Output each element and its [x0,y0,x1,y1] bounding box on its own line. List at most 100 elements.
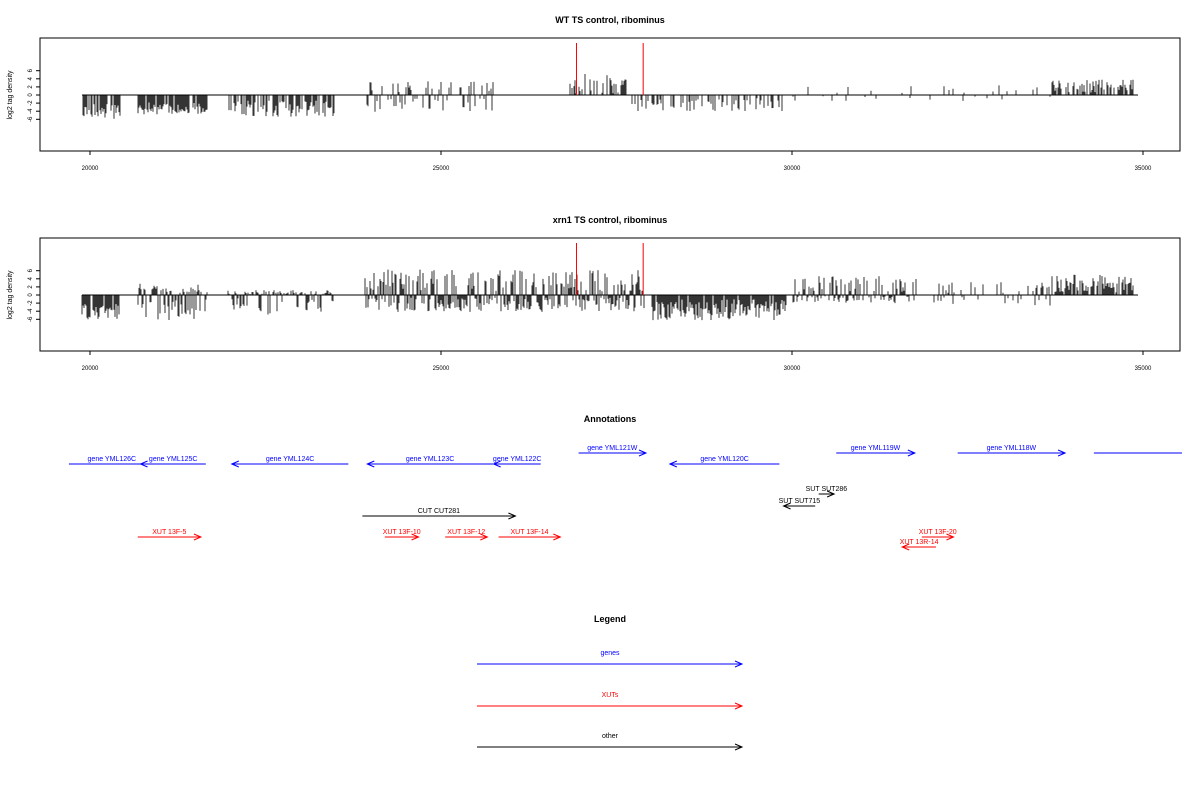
panel-xrn1-ytick-label: 0 [28,293,34,297]
annotation-items: gene YML126C gene YML125C gene YML124C gene… [68,445,1182,551]
legend-entry: XUTs [477,692,744,710]
panel-wt-bars [82,43,1138,119]
panel-wt-xtick-label: 25000 [433,166,450,172]
panel-xrn1-xtick-label: 35000 [1135,366,1152,372]
annotation-label: gene YML121W [587,445,637,452]
annotation-feature: gene YML120C [668,456,780,468]
arrowhead-right [480,533,489,541]
annotation-feature: XUT 13F-10 [383,529,421,541]
annotation-feature: SUT SUT715 [779,498,821,510]
arrowhead-right [734,660,744,668]
annotation-feature: gene YML122C [492,456,542,468]
panel-xrn1-xtick-label: 30000 [784,366,801,372]
arrowhead-left [900,543,910,551]
panel-wt-xtick-label: 30000 [784,166,801,172]
legend-items: genes XUTs other [477,650,744,751]
panel-xrn1-axes: -6 -4 -2 0 2 4 6 20000 25000 30000 35000 [28,268,1152,372]
arrowhead-right [638,449,648,457]
arrowhead-right [411,533,420,541]
annotation-label: gene YML124C [266,456,315,463]
annotation-label: XUT 13R-14 [900,539,939,546]
annotation-feature: XUT 13F-20 [919,529,957,541]
annotation-feature: gene YML119W [836,445,917,457]
legend-label: other [602,733,619,740]
arrowhead-right [1057,449,1067,457]
panel-wt-xtick-label: 35000 [1135,166,1152,172]
annotation-feature: gene YML123C [366,456,493,468]
panel-xrn1-ytick-label: -2 [28,300,34,306]
arrowhead-right [508,512,517,520]
panel-xrn1-ytick-label: 6 [28,268,34,272]
panel-wt-ytick-label: -2 [28,100,34,106]
annotation-label: XUT 13F-5 [152,529,186,536]
annotation-label: gene YML119W [851,445,901,452]
panel-xrn1-title: xrn1 TS control, ribominus [553,215,668,225]
annotation-feature: gene YML121W [578,445,648,457]
arrowhead-left [139,460,148,468]
annotation-feature: SUT SUT286 [806,486,848,498]
annotation-label: gene YML125C [149,456,198,463]
arrowhead-right [826,490,836,498]
annotation-label: SUT SUT286 [806,486,848,493]
legend-entry: genes [477,650,744,668]
legend-title: Legend [594,614,626,624]
arrowhead-right [734,702,744,710]
annotation-label: XUT 13F-14 [511,529,549,536]
annotation-feature: XUT 13F-5 [137,529,203,541]
arrowhead-right [907,449,917,457]
panel-wt: WT TS control, ribominus log2 tag densit… [7,15,1181,172]
annotation-label: gene YML126C [88,456,137,463]
annotation-label: gene YML122C [493,456,542,463]
annotation-label: gene YML120C [700,456,749,463]
panel-xrn1-ytick-label: -4 [28,308,34,314]
arrowhead-left [668,460,678,468]
arrowhead-right [553,533,562,541]
annotation-feature: gene YML125C [139,456,206,468]
panel-wt-title: WT TS control, ribominus [555,15,665,25]
panel-wt-ytick-label: -6 [28,116,34,122]
annotation-label: XUT 13F-20 [919,529,957,536]
annotation-label: CUT CUT281 [418,508,460,515]
annotation-label: gene YML118W [987,445,1037,452]
annotation-label: SUT SUT715 [779,498,821,505]
annotation-feature: XUT 13F-12 [445,529,489,541]
arrowhead-left [492,460,501,468]
annotation-feature: XUT 13F-14 [498,529,562,541]
panel-wt-ytick-label: -4 [28,108,34,114]
panel-wt-ytick-label: 2 [28,85,34,89]
annotations-title: Annotations [584,414,637,424]
arrowhead-right [193,533,203,541]
panel-wt-ylabel: log2 tag density [7,70,14,120]
arrowhead-right [734,743,744,751]
annotation-label: gene YML123C [406,456,455,463]
panel-xrn1-xtick-label: 20000 [82,366,99,372]
legend: Legend genes XUTs other [477,614,744,751]
annotation-feature: gene YML118W [957,445,1067,457]
annotation-label: XUT 13F-12 [447,529,485,536]
annotation-feature: XUT 13R-14 [900,539,939,551]
arrowhead-left [782,502,791,510]
annotations-track: Annotations gene YML126C gene YML125C gene… [68,414,1182,551]
legend-label: XUTs [602,692,619,699]
panel-wt-ytick-label: 0 [28,93,34,97]
panel-xrn1-ytick-label: 4 [28,276,34,280]
panel-xrn1-ylabel: log2 tag density [7,270,14,320]
legend-label: genes [600,650,620,657]
panel-xrn1: xrn1 TS control, ribominus log2 tag dens… [7,215,1181,372]
panel-wt-xtick-label: 20000 [82,166,99,172]
annotation-feature: gene YML124C [230,456,349,468]
panel-xrn1-xtick-label: 25000 [433,366,450,372]
panel-xrn1-bars [81,243,1138,321]
panel-wt-ytick-label: 4 [28,76,34,80]
arrowhead-right [946,533,955,541]
panel-wt-ytick-label: 6 [28,68,34,72]
arrowhead-left [230,460,240,468]
panel-xrn1-ytick-label: -6 [28,316,34,322]
annotation-label: XUT 13F-10 [383,529,421,536]
legend-entry: other [477,733,744,751]
arrowhead-left [366,460,375,468]
annotation-feature: gene YML126C [68,456,155,465]
panel-wt-axes: -6 -4 -2 0 2 4 6 20000 25000 30000 35000 [28,68,1152,172]
annotation-feature: CUT CUT281 [362,508,517,520]
